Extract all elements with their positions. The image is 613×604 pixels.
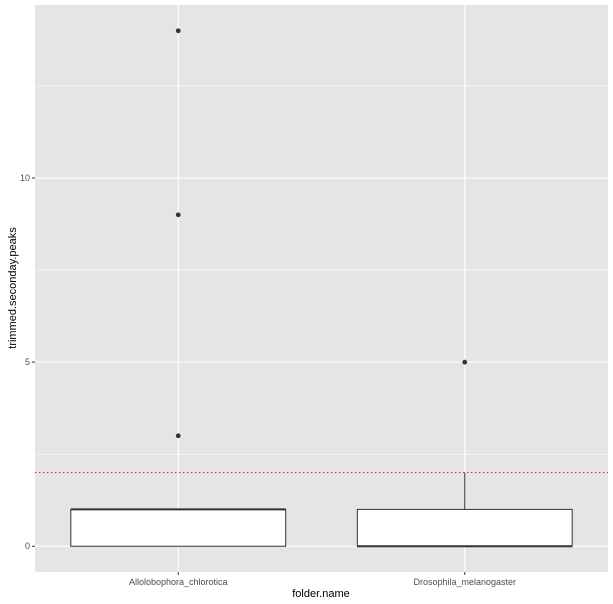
outlier-point [175,212,181,218]
y-axis-ticks: 0 5 10 [20,173,35,551]
x-axis-ticks: Allolobophora_chlorotica Drosophila_melan… [129,572,516,587]
outlier-point [175,433,181,439]
x-tick-label: Drosophila_melanogaster [413,577,516,587]
minor-gridlines [35,85,608,455]
x-axis-title: folder.name [292,588,349,600]
panel-background [35,5,608,572]
outlier-point [175,28,181,34]
x-tick-label: Allolobophora_chlorotica [129,577,228,587]
y-tick-label: 0 [25,541,30,551]
box-0 [70,28,287,547]
outlier-point [462,359,468,365]
y-tick-label: 10 [20,173,30,183]
y-axis-title: trimmed.seconday.peaks [7,227,19,349]
box-1 [356,359,573,548]
box-iqr [70,508,287,547]
boxes-group [70,28,573,548]
box-iqr [356,508,573,547]
y-tick-label: 5 [25,357,30,367]
